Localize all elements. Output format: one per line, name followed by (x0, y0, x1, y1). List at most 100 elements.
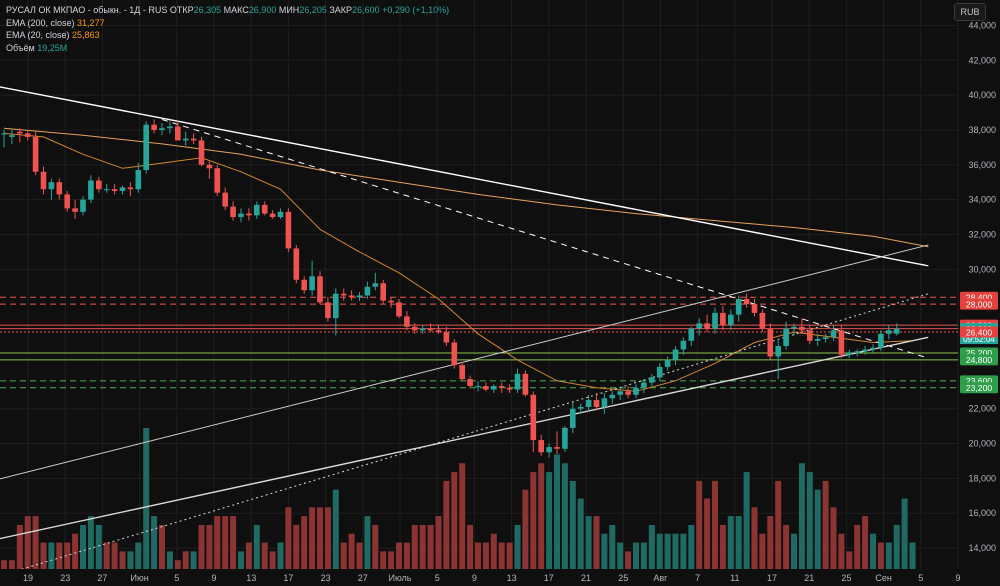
candle-body (238, 213, 244, 218)
y-tick-label: 16,000 (968, 508, 996, 518)
volume-bar (340, 542, 347, 569)
candle (570, 401, 576, 434)
volume-bar (577, 498, 584, 569)
candle-body (412, 326, 418, 331)
volume-bar (419, 524, 426, 569)
volume-bar (806, 472, 813, 569)
volume-row[interactable]: Объём 19,25M (6, 42, 449, 55)
candle-body (372, 283, 379, 287)
candle-body (427, 328, 434, 331)
candle-body (554, 447, 560, 449)
ema200-row[interactable]: EMA (200, close) 31,277 (6, 17, 449, 30)
candle (206, 161, 213, 179)
volume-bar (285, 507, 292, 569)
y-axis[interactable]: 44,000 42,000 40,000 38,000 36,000 34,000 32,0… (960, 20, 998, 553)
candle (538, 434, 544, 456)
candle (720, 305, 726, 331)
y-tick-label: 44,000 (968, 20, 996, 30)
currency-button[interactable]: RUB (954, 3, 986, 21)
candle-body (404, 316, 410, 327)
candle (688, 326, 695, 346)
candle (617, 387, 623, 401)
candle-body (72, 208, 78, 212)
y-tick-label: 22,000 (968, 404, 996, 414)
volume-bar (854, 524, 861, 569)
ema20-row[interactable]: EMA (20, close) 25,863 (6, 29, 449, 42)
volume-series (1, 428, 916, 569)
x-tick-label: 5 (174, 573, 179, 583)
candle (222, 187, 228, 211)
volume-bar (514, 524, 521, 569)
candle (830, 325, 837, 341)
volume-bar (222, 516, 229, 569)
volume-bar (751, 507, 758, 569)
candle (506, 384, 513, 394)
candle-body (728, 314, 734, 326)
candle-body (570, 408, 576, 428)
x-tick-label: 9 (211, 573, 216, 583)
trendline (0, 86, 929, 267)
volume-bar (111, 542, 118, 569)
candle (325, 297, 331, 322)
candle (151, 119, 157, 134)
volume-bar (261, 542, 268, 569)
x-tick-label: Июн (130, 573, 148, 583)
volume-bar (317, 507, 323, 569)
volume-bar (522, 489, 529, 569)
y-tick-label: 42,000 (968, 55, 996, 65)
y-tick-label: 40,000 (968, 90, 996, 100)
candle-body (577, 406, 584, 409)
candle-body (506, 387, 513, 390)
candle (48, 178, 55, 200)
candle-body (56, 182, 63, 195)
candle-body (807, 330, 813, 341)
change-value: +0,290 (+1,10%) (382, 5, 450, 15)
volume-label: Объём (6, 42, 35, 53)
price-levels (0, 296, 958, 389)
candle (491, 384, 497, 394)
candle-body (435, 330, 442, 333)
volume-bar (24, 516, 31, 569)
candle (412, 323, 418, 334)
volume-bar (253, 524, 260, 569)
candle (870, 344, 876, 353)
volume-bar (1, 560, 7, 569)
candle-body (80, 199, 86, 212)
candle-body (143, 124, 149, 171)
candle-body (672, 349, 679, 360)
x-tick-label: Сен (875, 573, 892, 583)
candle (182, 131, 189, 146)
x-tick-label: 17 (544, 573, 554, 583)
candle (641, 379, 647, 394)
candle (64, 190, 70, 212)
price-tag-label: 25,200 (966, 348, 993, 358)
low-value: 26,205 (299, 5, 327, 15)
candle (577, 403, 584, 414)
candle (791, 323, 797, 336)
x-tick-label: 27 (358, 573, 368, 583)
candle-body (9, 135, 15, 137)
volume-bar (182, 551, 189, 569)
volume-bar (767, 516, 774, 569)
symbol-label[interactable]: РУСАЛ ОК МКПАО - обыкн. - 1Д - RUS (6, 5, 168, 15)
x-axis[interactable]: 19 23 27 Июн 5 9 13 17 23 27 Июль 5 9 13 17 21 25 Авг 7 11 1… (23, 573, 961, 583)
x-tick-label: 27 (97, 573, 107, 583)
candle (704, 314, 710, 333)
candle-body (712, 312, 718, 329)
volume-bar (16, 524, 23, 569)
candle-body (111, 189, 118, 191)
candle-body (609, 394, 616, 399)
candle-body (498, 386, 505, 388)
volume-bar (159, 524, 165, 569)
volume-bar (435, 516, 442, 569)
plot-area[interactable] (0, 85, 958, 580)
volume-bar (822, 480, 829, 569)
y-tick-label: 14,000 (968, 543, 996, 553)
volume-bar (324, 507, 331, 569)
volume-bar (135, 542, 142, 569)
volume-bar (119, 551, 126, 569)
volume-bar (688, 524, 695, 569)
candle (838, 325, 845, 359)
volume-bar (554, 454, 560, 569)
